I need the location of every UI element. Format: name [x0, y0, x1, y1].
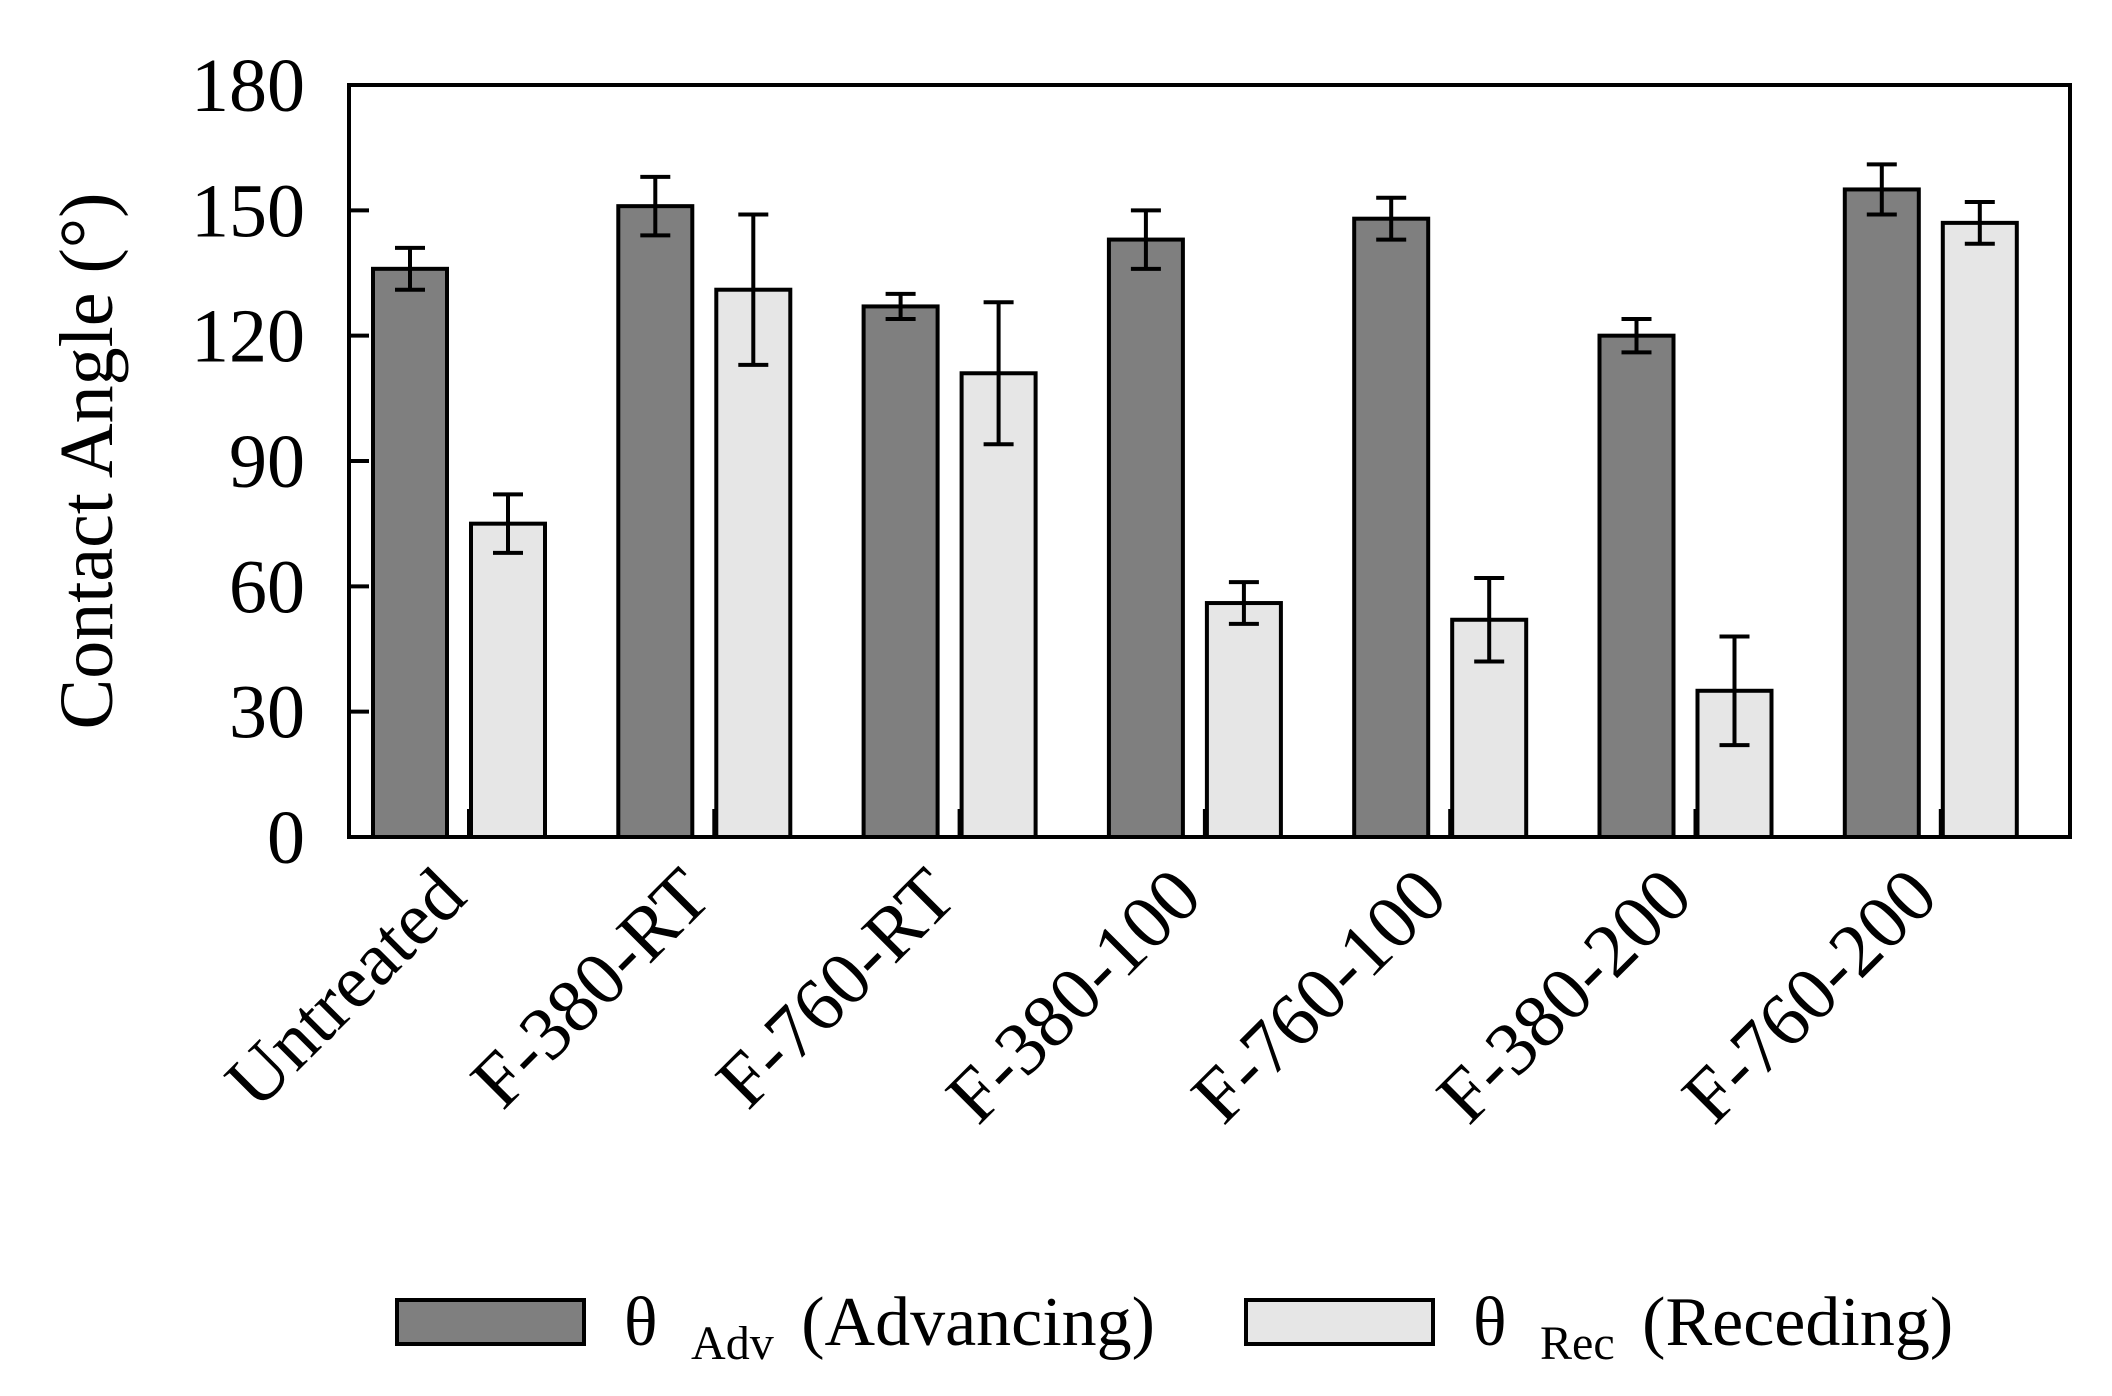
- category-label: F-760-RT: [700, 853, 971, 1124]
- error-bar-advancing: [640, 174, 671, 238]
- plot-frame: [347, 83, 2072, 839]
- bar-advancing: [1106, 237, 1185, 840]
- bar-advancing: [1842, 187, 1921, 839]
- bar-receding: [714, 287, 793, 839]
- y-tick-label: 180: [191, 44, 305, 128]
- y-axis-title: Contact Angle (°): [45, 193, 129, 730]
- category-labels: UntreatedF-380-RTF-760-RTF-380-100F-760-…: [210, 853, 1953, 1139]
- error-bar-receding: [493, 492, 523, 555]
- error-bar-advancing: [1866, 162, 1897, 217]
- bar-receding: [1940, 220, 2019, 840]
- legend-symbol: θ: [1473, 1284, 1507, 1361]
- legend-symbol: θ: [624, 1284, 658, 1361]
- bar-advancing: [616, 204, 695, 839]
- legend: θ Adv (Advancing) θ Rec (Receding): [395, 1284, 1953, 1375]
- error-bar-receding: [1474, 575, 1505, 664]
- bar-receding: [469, 521, 547, 840]
- legend-suffix: (Advancing): [801, 1284, 1155, 1361]
- legend-swatch-advancing: [395, 1298, 586, 1346]
- bars-layer: [371, 162, 2019, 840]
- bar-receding: [1204, 601, 1283, 839]
- y-tick-label: 150: [191, 169, 305, 253]
- category-label: Untreated: [210, 853, 481, 1124]
- category-label: F-760-200: [1667, 853, 1953, 1139]
- error-bar-advancing: [395, 245, 425, 292]
- category-label: F-380-200: [1421, 853, 1707, 1139]
- category-label: F-760-100: [1176, 853, 1462, 1139]
- error-bar-advancing: [1621, 316, 1652, 355]
- legend-subscript: Rec: [1540, 1317, 1615, 1370]
- bar-advancing: [861, 304, 940, 839]
- y-tick-label: 120: [191, 295, 305, 379]
- y-tick-label: 60: [229, 545, 305, 629]
- bar-advancing: [1352, 216, 1431, 839]
- y-tick-label: 30: [229, 671, 305, 755]
- error-bar-advancing: [1130, 208, 1161, 271]
- error-bar-receding: [1228, 580, 1259, 626]
- legend-subscript: Adv: [691, 1317, 774, 1370]
- legend-swatch-receding: [1244, 1298, 1435, 1346]
- legend-suffix: (Receding): [1642, 1284, 1953, 1361]
- error-bar-receding: [983, 300, 1014, 447]
- bar-advancing: [371, 266, 449, 840]
- error-bar-advancing: [1376, 195, 1407, 242]
- y-ticks: 0 30 60 90 120 150 180: [191, 44, 369, 880]
- y-tick-label: 0: [267, 796, 305, 880]
- legend-label-advancing: θ Adv (Advancing): [624, 1284, 1155, 1375]
- bar-advancing: [1597, 333, 1676, 839]
- legend-label-receding: θ Rec (Receding): [1473, 1284, 1953, 1375]
- error-bar-receding: [738, 212, 769, 367]
- category-label: F-380-100: [931, 853, 1217, 1139]
- error-bar-receding: [1719, 634, 1750, 748]
- error-bar-receding: [1964, 199, 1995, 246]
- y-tick-label: 90: [229, 420, 305, 504]
- error-bar-advancing: [885, 291, 916, 321]
- category-label: F-380-RT: [455, 853, 726, 1124]
